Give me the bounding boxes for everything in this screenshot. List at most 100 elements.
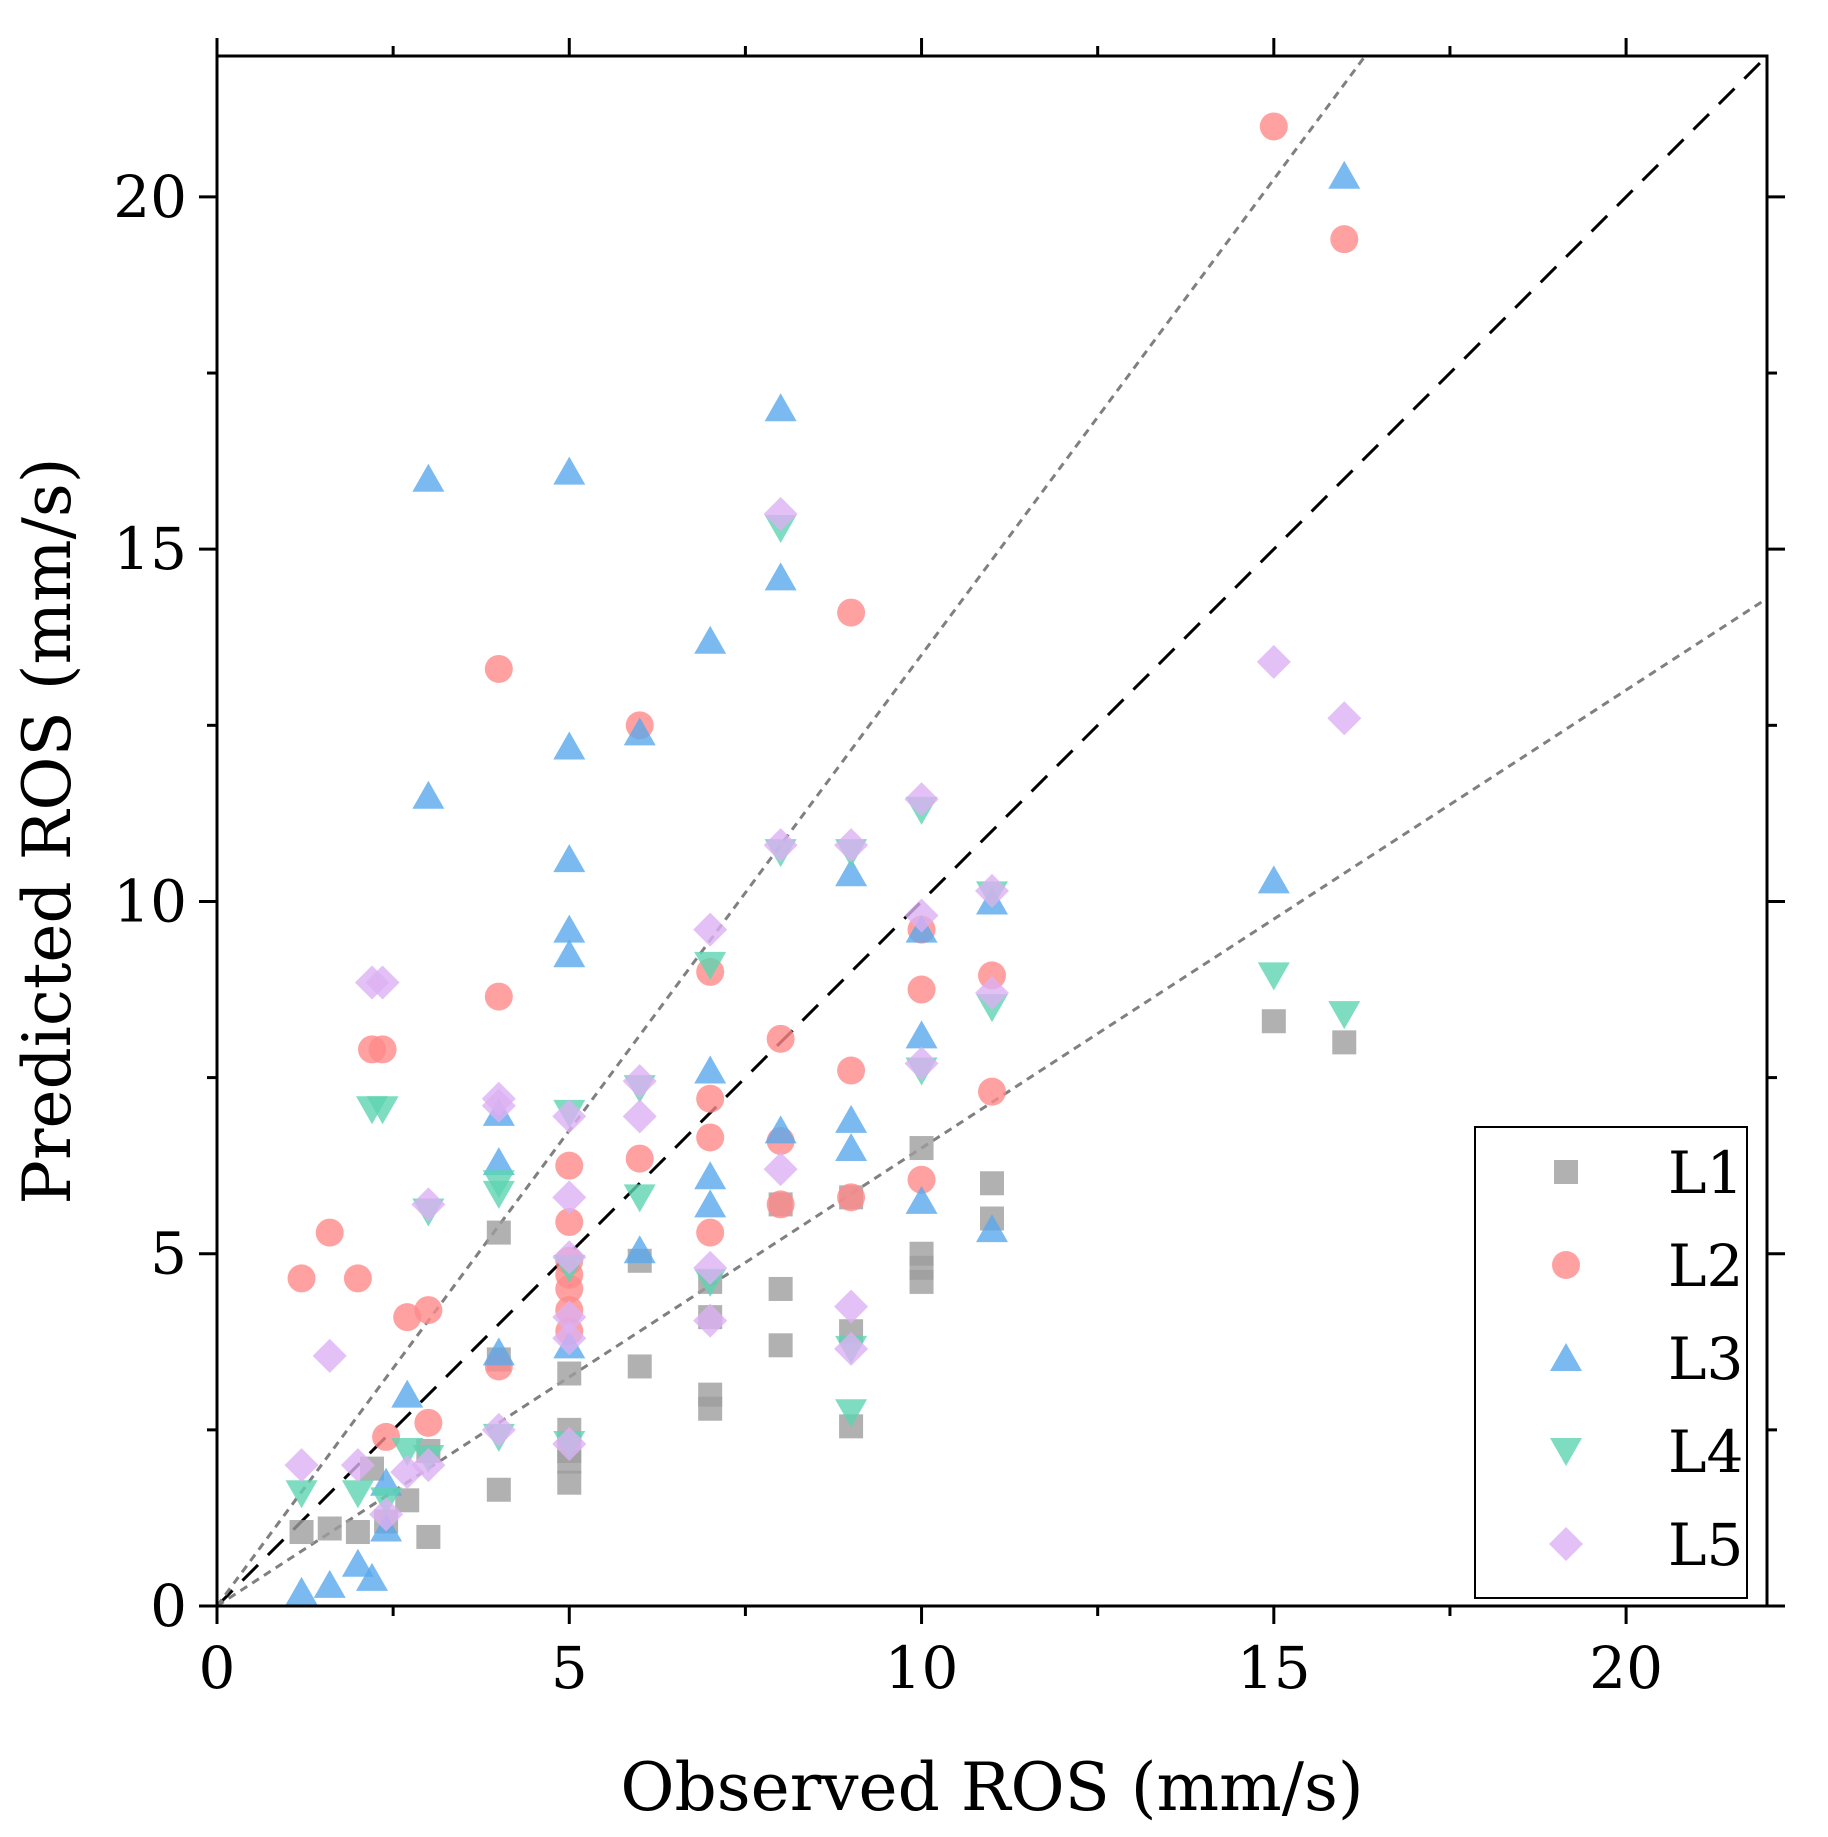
point-l3 bbox=[976, 1214, 1008, 1243]
point-l5 bbox=[693, 912, 728, 947]
axis-ticks: 0 5 10 15 20 0 5 10 15 20 bbox=[113, 38, 1785, 1702]
point-l4 bbox=[341, 1480, 374, 1509]
point-l5 bbox=[365, 965, 400, 1000]
point-l5 bbox=[312, 1338, 347, 1373]
point-l4 bbox=[835, 1399, 868, 1428]
point-l1 bbox=[416, 1524, 441, 1549]
point-l5 bbox=[481, 1412, 516, 1447]
point-l5 bbox=[369, 1497, 404, 1532]
legend-item-l1: L1 bbox=[1554, 1139, 1743, 1207]
legend-label: L3 bbox=[1668, 1325, 1743, 1393]
point-l3 bbox=[482, 1337, 515, 1366]
point-l3 bbox=[482, 1147, 515, 1176]
point-l2 bbox=[414, 1296, 443, 1325]
point-l2 bbox=[837, 1056, 866, 1085]
legend-marker-l2 bbox=[1552, 1251, 1580, 1279]
point-l3 bbox=[1257, 865, 1290, 894]
point-l3 bbox=[694, 1189, 727, 1218]
point-l3 bbox=[553, 939, 586, 968]
point-l5 bbox=[340, 1448, 375, 1483]
point-l4 bbox=[391, 1438, 424, 1466]
data-points bbox=[284, 112, 1362, 1605]
point-l1 bbox=[768, 1333, 793, 1358]
point-l3 bbox=[623, 1235, 656, 1264]
point-l2 bbox=[766, 1190, 795, 1219]
point-l5 bbox=[763, 828, 798, 863]
point-l3 bbox=[905, 1185, 938, 1214]
point-l2 bbox=[766, 1024, 795, 1053]
series-l5 bbox=[284, 496, 1362, 1532]
point-l3 bbox=[835, 1133, 868, 1162]
point-l2 bbox=[484, 654, 513, 683]
point-l3 bbox=[694, 625, 727, 654]
point-l3 bbox=[553, 456, 586, 485]
point-l3 bbox=[764, 1115, 797, 1144]
point-l2 bbox=[484, 982, 513, 1011]
legend-marker-l1 bbox=[1554, 1160, 1578, 1184]
point-l1 bbox=[1332, 1030, 1357, 1055]
y-tick-label: 15 bbox=[113, 515, 187, 583]
plot-frame bbox=[215, 54, 1769, 1608]
point-l5 bbox=[763, 1152, 798, 1187]
x-tick-label: 20 bbox=[1589, 1634, 1663, 1702]
point-l3 bbox=[412, 463, 445, 492]
point-l3 bbox=[553, 914, 586, 943]
point-l2 bbox=[837, 598, 866, 627]
point-l5 bbox=[411, 1187, 446, 1222]
legend-marker-l3 bbox=[1550, 1343, 1582, 1371]
point-l4 bbox=[482, 1180, 515, 1209]
point-l3 bbox=[905, 1020, 938, 1049]
point-l3 bbox=[835, 858, 868, 887]
point-l3 bbox=[835, 1104, 868, 1133]
x-tick-label: 0 bbox=[199, 1634, 236, 1702]
y-tick-label: 0 bbox=[150, 1572, 187, 1640]
point-l1 bbox=[345, 1520, 370, 1545]
point-l5 bbox=[763, 496, 798, 531]
legend-marker-l4 bbox=[1550, 1438, 1582, 1466]
y-axis-label: Predicted ROS (mm/s) bbox=[9, 458, 86, 1205]
series-l4 bbox=[285, 515, 1361, 1516]
point-l2 bbox=[696, 1084, 725, 1113]
point-l3 bbox=[285, 1576, 318, 1605]
point-l5 bbox=[834, 828, 869, 863]
point-l3 bbox=[1328, 160, 1361, 189]
reference-line-1 bbox=[215, 54, 1769, 1608]
point-l1 bbox=[486, 1477, 511, 1502]
point-l5 bbox=[1327, 701, 1362, 736]
legend-box bbox=[1474, 1126, 1748, 1599]
point-l3 bbox=[313, 1569, 346, 1598]
point-l5 bbox=[481, 1088, 516, 1123]
legend-item-l5: L5 bbox=[1549, 1511, 1743, 1579]
point-l1 bbox=[980, 1171, 1004, 1196]
legend-marker-l5 bbox=[1549, 1527, 1583, 1561]
y-tick-label: 10 bbox=[113, 867, 187, 935]
point-l5 bbox=[622, 1099, 657, 1134]
point-l2 bbox=[372, 1422, 401, 1451]
point-l4 bbox=[285, 1480, 318, 1509]
point-l5 bbox=[411, 1448, 446, 1483]
legend-label: L5 bbox=[1668, 1511, 1743, 1579]
point-l3 bbox=[356, 1562, 388, 1591]
point-l1 bbox=[486, 1220, 511, 1245]
point-l1 bbox=[557, 1361, 582, 1386]
point-l3 bbox=[694, 1161, 727, 1190]
point-l1 bbox=[768, 1276, 793, 1301]
point-l2 bbox=[555, 1274, 584, 1303]
point-l2 bbox=[555, 1151, 584, 1180]
x-tick-label: 15 bbox=[1237, 1634, 1311, 1702]
point-l2 bbox=[907, 1165, 936, 1194]
point-l2 bbox=[978, 1077, 1006, 1106]
legend-item-l2: L2 bbox=[1552, 1232, 1743, 1300]
point-l3 bbox=[412, 780, 445, 809]
point-l5 bbox=[552, 1099, 587, 1134]
series-l1 bbox=[289, 1009, 1357, 1549]
point-l5 bbox=[834, 1289, 869, 1324]
point-l2 bbox=[414, 1408, 443, 1437]
point-l2 bbox=[696, 1123, 725, 1152]
legend-label: L4 bbox=[1668, 1418, 1743, 1486]
point-l2 bbox=[696, 1218, 725, 1247]
point-l5 bbox=[975, 976, 1009, 1011]
point-l2 bbox=[287, 1264, 316, 1293]
point-l4 bbox=[366, 1096, 399, 1125]
